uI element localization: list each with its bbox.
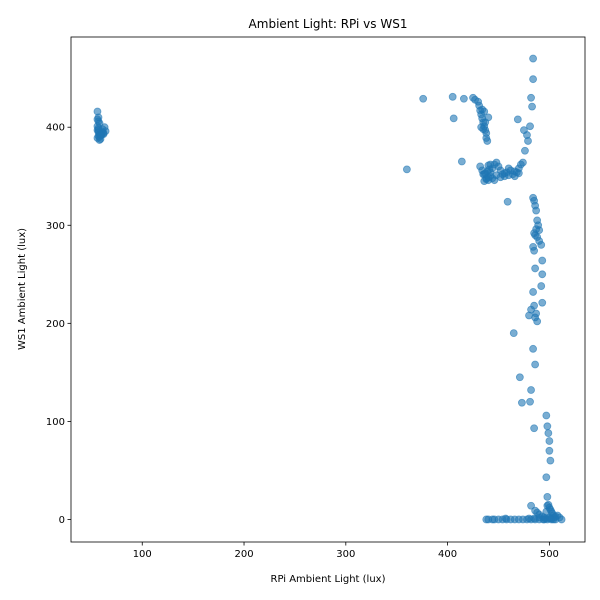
- data-point: [538, 270, 547, 279]
- data-point: [527, 501, 535, 510]
- data-point: [529, 75, 537, 84]
- data-point: [538, 256, 547, 265]
- data-point: [545, 514, 554, 523]
- x-axis-ticks: 100 200 300 400 500: [133, 542, 559, 560]
- y-tick-label: 100: [46, 417, 65, 428]
- y-axis-label: WS1 Ambient Light (lux): [17, 228, 28, 350]
- data-point: [513, 115, 522, 124]
- data-point: [544, 429, 553, 438]
- data-point: [503, 197, 512, 206]
- y-axis-ticks: 0 100 200 300 400: [46, 123, 71, 526]
- data-point: [501, 514, 510, 523]
- data-point: [538, 298, 547, 307]
- data-point: [481, 118, 490, 127]
- data-point: [459, 94, 468, 103]
- data-point: [480, 107, 489, 116]
- x-tick-label: 400: [438, 549, 457, 560]
- data-point: [483, 137, 492, 145]
- data-point: [486, 160, 495, 169]
- data-point: [545, 446, 554, 455]
- x-axis-label: RPi Ambient Light (lux): [271, 574, 386, 585]
- data-point: [504, 171, 513, 180]
- data-point: [96, 131, 105, 139]
- plot-frame: [70, 36, 586, 543]
- data-point: [527, 386, 535, 394]
- x-tick-label: 500: [540, 549, 559, 560]
- y-tick-label: 400: [46, 123, 65, 134]
- scatter-points: [93, 54, 566, 524]
- x-tick-label: 300: [336, 549, 355, 560]
- data-point: [530, 424, 539, 433]
- data-point: [526, 397, 534, 406]
- data-point: [542, 473, 551, 482]
- data-point: [515, 373, 524, 382]
- data-point: [529, 54, 537, 63]
- plot-background: [71, 37, 585, 542]
- data-point: [519, 158, 527, 167]
- data-point: [531, 506, 540, 515]
- data-point: [542, 411, 551, 420]
- data-point: [509, 329, 518, 338]
- data-point: [546, 456, 555, 465]
- data-point: [419, 94, 428, 103]
- data-point: [537, 282, 546, 290]
- data-point: [457, 157, 466, 166]
- y-tick-label: 0: [59, 515, 65, 526]
- data-point: [527, 93, 535, 102]
- data-point: [529, 344, 537, 353]
- x-tick-label: 100: [133, 549, 152, 560]
- data-point: [514, 169, 523, 178]
- data-point: [449, 114, 458, 123]
- data-point: [532, 206, 541, 215]
- data-point: [533, 317, 542, 326]
- data-point: [402, 165, 411, 174]
- data-point: [526, 122, 534, 131]
- data-point: [531, 264, 540, 273]
- data-point: [524, 137, 532, 145]
- chart-title: Ambient Light: RPi vs WS1: [249, 17, 408, 31]
- data-point: [518, 398, 526, 407]
- y-tick-label: 200: [46, 319, 65, 330]
- data-point: [537, 240, 546, 249]
- data-point: [531, 360, 540, 369]
- data-point: [527, 305, 535, 314]
- data-point: [543, 492, 552, 501]
- data-point: [448, 92, 457, 101]
- data-point: [530, 246, 539, 255]
- x-tick-label: 200: [234, 549, 253, 560]
- data-point: [529, 288, 537, 296]
- data-point: [545, 437, 554, 445]
- data-point: [94, 124, 103, 133]
- y-tick-label: 300: [46, 221, 65, 232]
- data-point: [521, 146, 529, 155]
- data-point: [543, 422, 552, 431]
- data-point: [528, 102, 536, 111]
- data-point: [479, 125, 488, 134]
